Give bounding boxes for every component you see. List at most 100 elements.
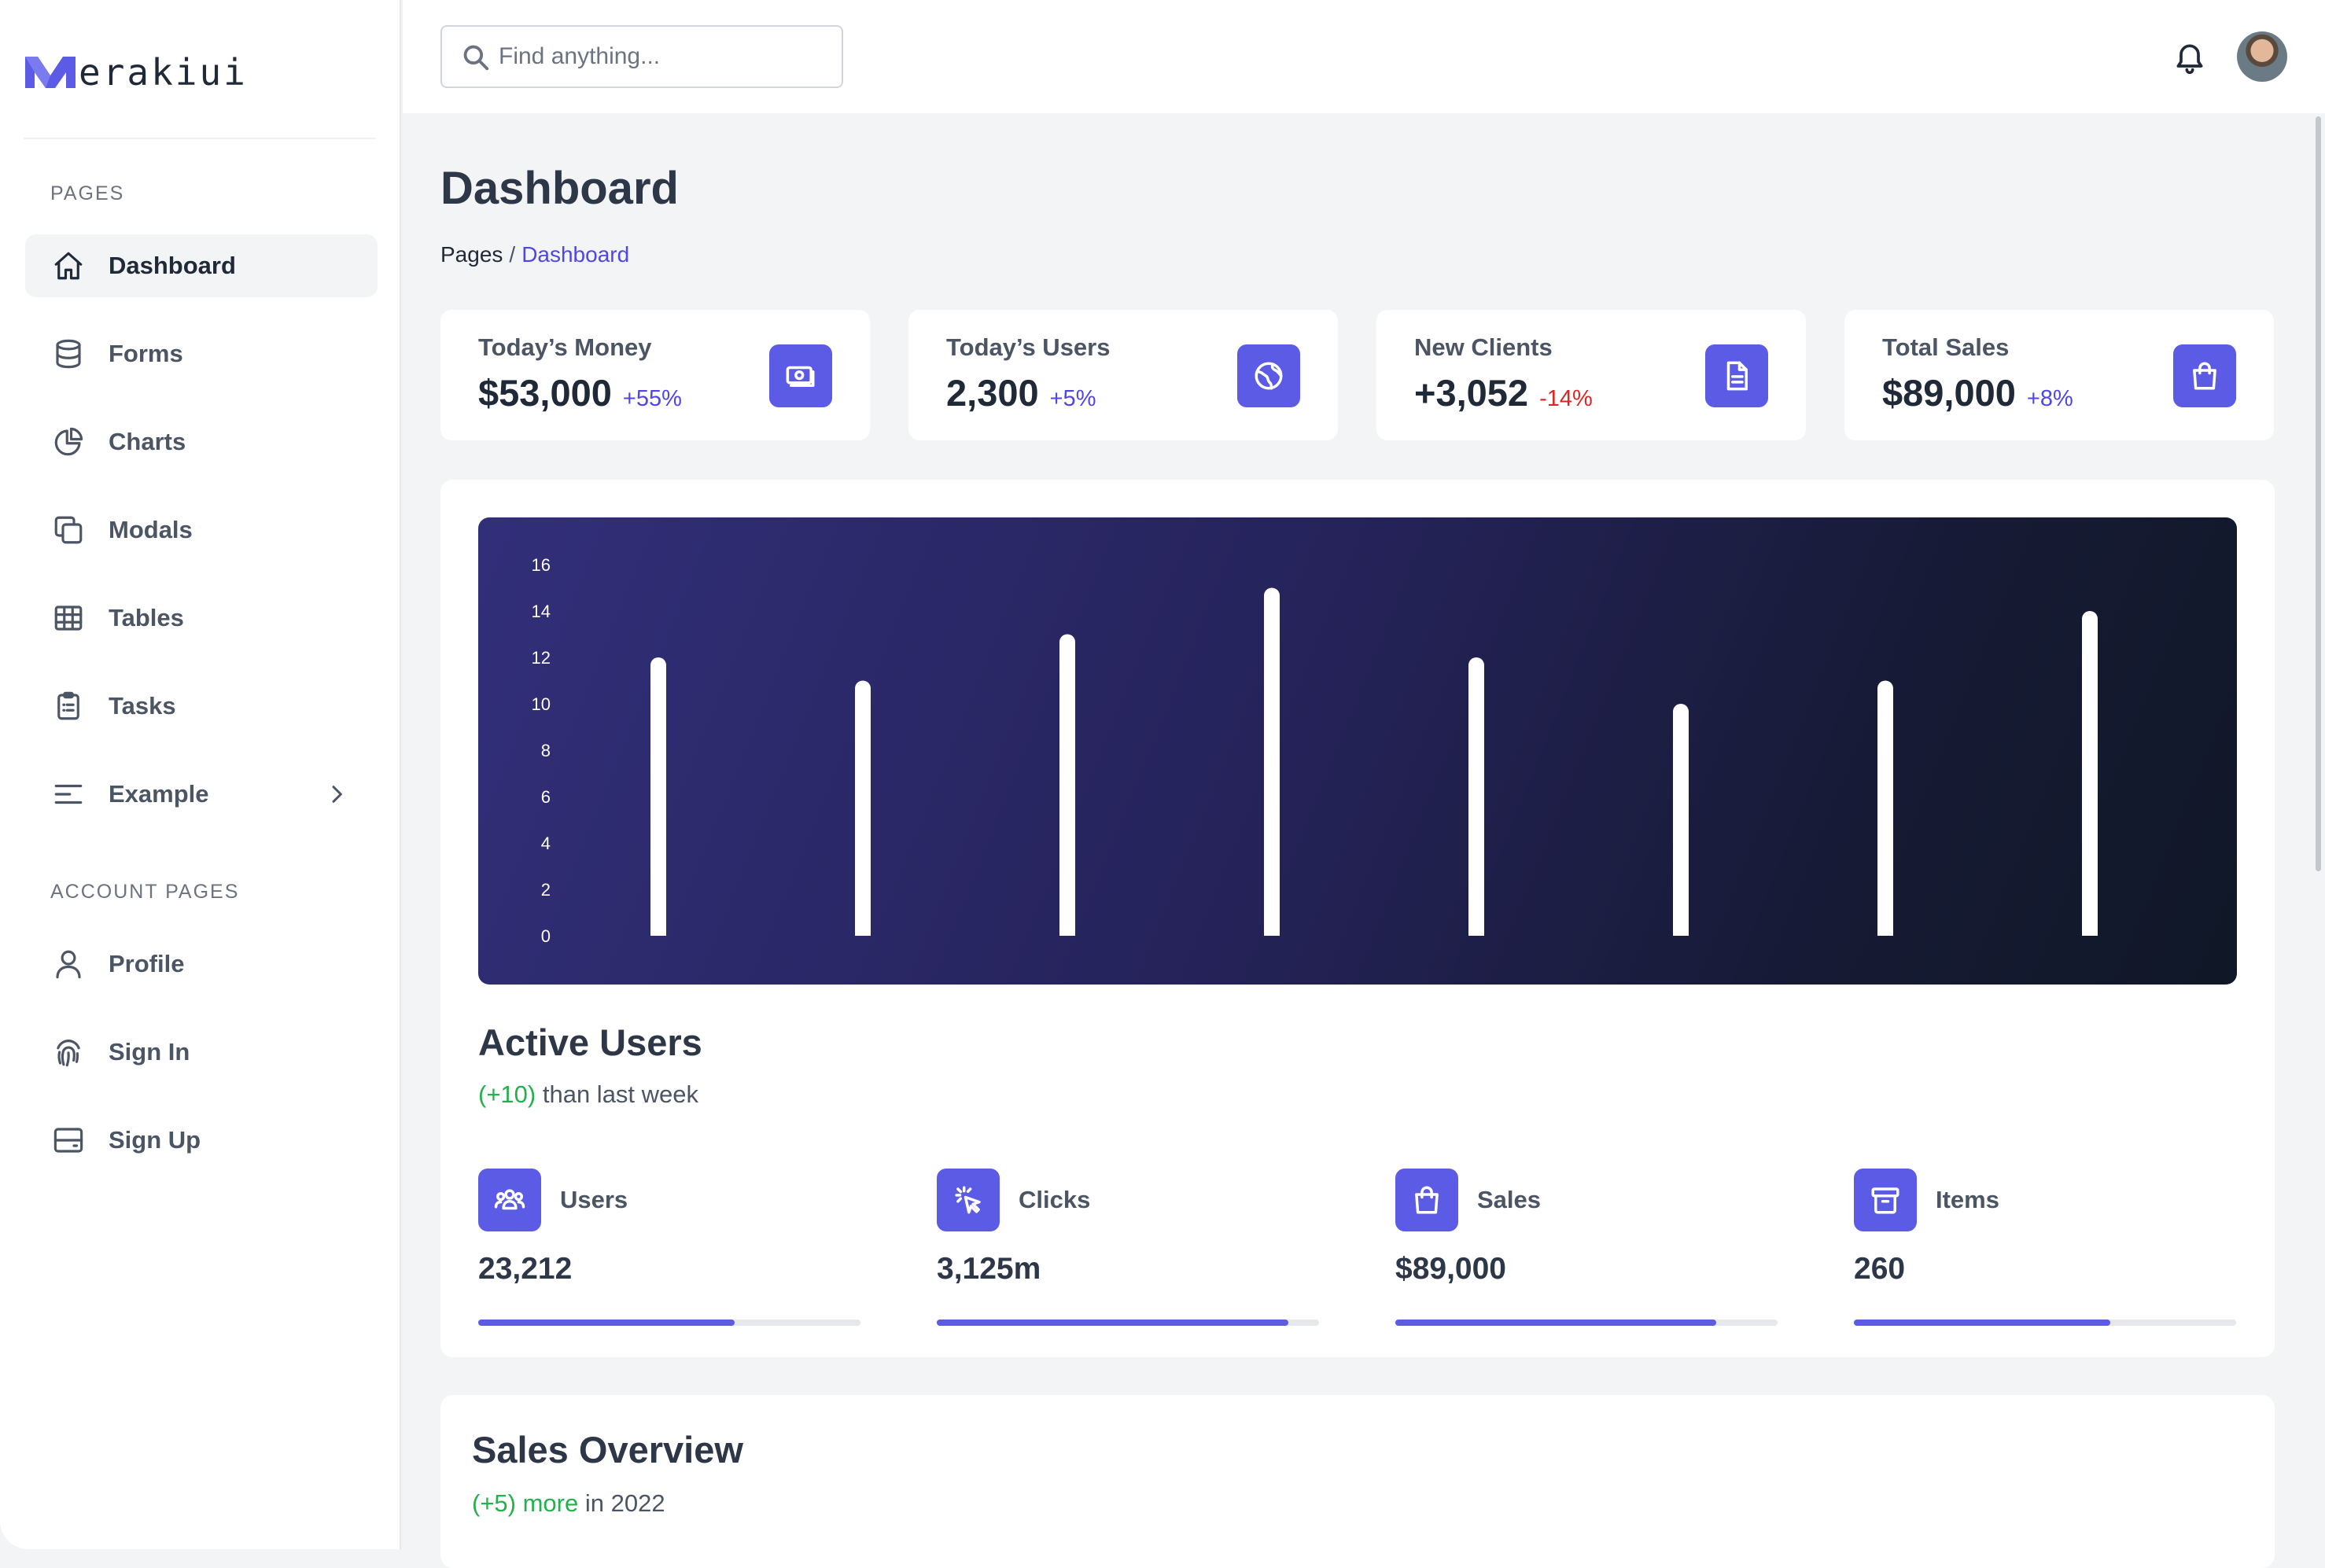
- user-avatar[interactable]: [2237, 31, 2287, 82]
- metric-users: Users 23,212: [478, 1169, 860, 1326]
- scrollbar[interactable]: [2316, 116, 2321, 871]
- stat-value: $53,000 +55%: [478, 372, 682, 414]
- shopping-bag-icon: [2173, 344, 2236, 407]
- search-icon: [461, 42, 491, 72]
- search-placeholder: Find anything...: [499, 43, 661, 69]
- chart-bar[interactable]: [1059, 634, 1075, 937]
- sidebar-item-tables[interactable]: Tables: [25, 587, 378, 650]
- metric-items: Items 260: [1854, 1169, 2236, 1326]
- stat-value: 2,300 +5%: [946, 372, 1096, 414]
- progress-bar: [1854, 1320, 2236, 1326]
- metric-label: Clicks: [1019, 1186, 1091, 1213]
- breadcrumb-item-current[interactable]: Dashboard: [521, 242, 630, 267]
- clipboard-icon: [52, 690, 85, 723]
- y-tick-label: 6: [541, 787, 551, 807]
- sales-overview-card: Sales Overview (+5) more in 2022: [440, 1395, 2275, 1568]
- page-title: Dashboard: [440, 163, 679, 214]
- progress-bar: [478, 1320, 860, 1326]
- stat-label: Today’s Money: [478, 333, 652, 361]
- shopping-bag-icon: [1395, 1169, 1458, 1231]
- sidebar-item-label: Sign Up: [109, 1126, 201, 1154]
- stat-change: +55%: [622, 386, 682, 411]
- active-users-chart: 0 2 4 6 8 10 12 14 16: [478, 517, 2237, 985]
- bar-chart: 0 2 4 6 8 10 12 14 16: [532, 555, 2098, 946]
- table-icon: [52, 602, 85, 635]
- stat-card-users: Today’s Users 2,300 +5%: [908, 310, 1338, 440]
- sidebar-item-label: Sign In: [109, 1038, 190, 1066]
- card-icon: [52, 1124, 85, 1157]
- stat-label: Today’s Users: [946, 333, 1111, 361]
- active-users-title: Active Users: [478, 1021, 702, 1063]
- sidebar-item-label: Tables: [109, 604, 184, 631]
- brand-logo[interactable]: erakiui: [24, 47, 248, 98]
- fingerprint-icon: [52, 1036, 85, 1069]
- metric-label: Items: [1936, 1186, 1999, 1213]
- sidebar-item-dashboard[interactable]: Dashboard: [25, 234, 378, 297]
- bell-icon[interactable]: [2172, 39, 2207, 75]
- user-icon: [52, 948, 85, 981]
- progress-bar: [1395, 1320, 1778, 1326]
- metric-value: 3,125m: [937, 1252, 1041, 1286]
- chart-bar-base: [2082, 926, 2098, 936]
- sidebar-item-tasks[interactable]: Tasks: [25, 675, 378, 738]
- sidebar-item-forms[interactable]: Forms: [25, 322, 378, 385]
- breadcrumb: Pages / Dashboard: [440, 242, 629, 267]
- sidebar-item-profile[interactable]: Profile: [25, 933, 378, 996]
- delta-suffix: than last week: [542, 1080, 699, 1108]
- sidebar-item-label: Profile: [109, 950, 185, 977]
- chart-bar[interactable]: [1673, 704, 1689, 936]
- section-label-account: ACCOUNT PAGES: [50, 881, 240, 903]
- sidebar-item-label: Charts: [109, 428, 186, 455]
- stat-change: +5%: [1049, 386, 1096, 411]
- sidebar-item-label: Example: [109, 780, 209, 808]
- sidebar-item-charts[interactable]: Charts: [25, 410, 378, 473]
- y-tick-label: 4: [541, 834, 551, 853]
- chart-bar-base: [650, 926, 666, 936]
- sales-overview-subtitle: (+5) more in 2022: [472, 1489, 665, 1518]
- metric-value: 23,212: [478, 1252, 573, 1286]
- sidebar-item-modals[interactable]: Modals: [25, 499, 378, 561]
- sidebar-item-example[interactable]: Example: [25, 763, 378, 826]
- stat-change: +8%: [2026, 386, 2073, 411]
- progress-fill: [478, 1320, 735, 1326]
- progress-fill: [1854, 1320, 2110, 1326]
- stat-value: $89,000 +8%: [1882, 372, 2073, 414]
- document-icon: [1705, 344, 1768, 407]
- y-tick-label: 14: [532, 602, 551, 621]
- delta-suffix: in 2022: [584, 1489, 665, 1517]
- delta-value: (+5) more: [472, 1489, 579, 1517]
- chart-bar-base: [1468, 926, 1484, 936]
- cursor-click-icon: [937, 1169, 1000, 1231]
- sidebar-item-label: Forms: [109, 340, 183, 367]
- breadcrumb-item-pages[interactable]: Pages: [440, 242, 503, 267]
- stat-change: -14%: [1539, 386, 1593, 411]
- metric-clicks: Clicks 3,125m: [937, 1169, 1319, 1326]
- search-input[interactable]: Find anything...: [440, 25, 843, 88]
- globe-icon: [1237, 344, 1300, 407]
- section-label-pages: PAGES: [50, 182, 125, 204]
- chart-bar-base: [1877, 926, 1893, 936]
- sales-overview-title: Sales Overview: [472, 1429, 743, 1470]
- stat-label: New Clients: [1414, 333, 1553, 361]
- chart-bar-base: [1673, 926, 1689, 936]
- sidebar-item-label: Dashboard: [109, 252, 236, 279]
- chart-bar[interactable]: [1468, 657, 1484, 936]
- chart-bar[interactable]: [650, 657, 666, 936]
- chart-bar[interactable]: [1877, 680, 1893, 937]
- chart-bar[interactable]: [1264, 587, 1280, 937]
- progress-bar: [937, 1320, 1319, 1326]
- active-users-subtitle: (+10) than last week: [478, 1080, 698, 1109]
- sidebar-item-sign-up[interactable]: Sign Up: [25, 1109, 378, 1172]
- pie-chart-icon: [52, 425, 85, 458]
- chart-bar[interactable]: [855, 680, 871, 937]
- chart-bar[interactable]: [2082, 611, 2098, 936]
- sidebar-item-sign-in[interactable]: Sign In: [25, 1021, 378, 1084]
- metric-label: Sales: [1477, 1186, 1542, 1213]
- top-header: Find anything...: [403, 0, 2325, 113]
- chart-bar-base: [1264, 926, 1280, 936]
- chart-bar-base: [1059, 926, 1075, 936]
- metric-value: $89,000: [1395, 1252, 1506, 1286]
- home-icon: [52, 249, 85, 282]
- divider: [24, 138, 376, 139]
- active-users-card: 0 2 4 6 8 10 12 14 16 Active Users (+10) than la…: [440, 480, 2275, 1357]
